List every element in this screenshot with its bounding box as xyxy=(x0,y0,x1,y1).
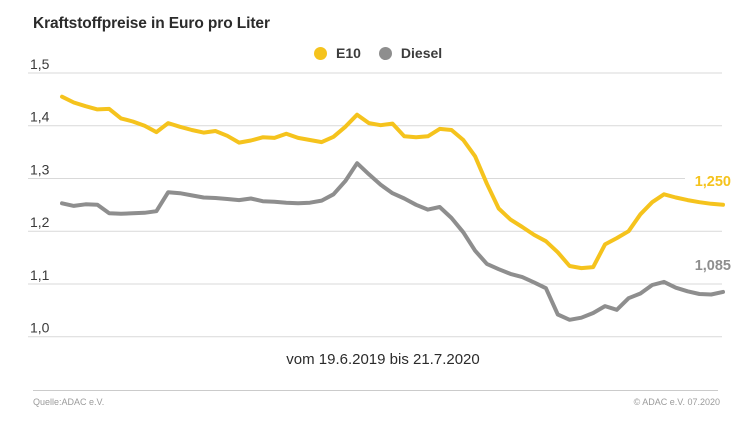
y-axis-label: 1,0 xyxy=(30,320,50,336)
e10-end-value-label: 1,250 xyxy=(695,174,731,190)
e10-line xyxy=(60,94,725,271)
chart-title: Kraftstoffpreise in Euro pro Liter xyxy=(33,15,270,32)
legend-item-diesel: Diesel xyxy=(378,45,443,61)
legend-label-e10: E10 xyxy=(336,45,361,61)
diesel-end-value-label: 1,085 xyxy=(695,258,731,274)
y-axis-label: 1,3 xyxy=(30,162,50,178)
diesel-line xyxy=(60,161,725,322)
copyright-notice: © ADAC e.V. 07.2020 xyxy=(633,397,720,407)
y-axis-label: 1,2 xyxy=(30,214,50,230)
legend-label-diesel: Diesel xyxy=(400,45,443,61)
footer-divider xyxy=(33,390,718,391)
y-axis-label: 1,4 xyxy=(30,109,50,125)
chart-legend: E10 Diesel xyxy=(314,45,442,61)
source-credit: Quelle:ADAC e.V. xyxy=(33,397,105,407)
y-axis-label: 1,1 xyxy=(30,267,50,283)
diesel-color-dot-icon xyxy=(378,46,392,60)
x-axis-range-label: vom 19.6.2019 bis 21.7.2020 xyxy=(286,351,480,368)
legend-item-e10: E10 xyxy=(314,45,361,61)
e10-color-dot-icon xyxy=(314,46,327,60)
label-backdrop xyxy=(685,171,740,189)
y-axis-label: 1,5 xyxy=(30,56,50,72)
